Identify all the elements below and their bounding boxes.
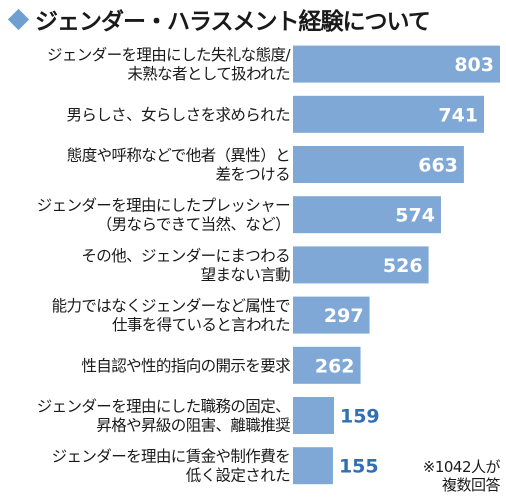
bar-7: [293, 346, 361, 384]
bar-6: [293, 296, 370, 334]
category-label-3-line-2: 差をつける: [215, 166, 290, 184]
category-label-4-line-2: （男ならできて当然、など）: [97, 216, 290, 234]
category-label-9-line-1: ジェンダーを理由に賃金や制作費を: [52, 448, 290, 466]
footnote-line-2: 複数回答: [441, 476, 501, 494]
bar-8: [293, 397, 334, 434]
bar-3: [293, 146, 464, 183]
bar-9: [293, 447, 333, 485]
category-label-6-line-1: 能力ではなくジェンダーなど属性で: [52, 297, 291, 315]
value-label-7: 262: [315, 355, 355, 377]
category-label-8-line-2: 昇格や昇級の阻害、離職推奨: [96, 417, 290, 435]
chart-title: ジェンダー・ハラスメント経験について: [4, 2, 431, 36]
footnote: ※1042人が 複数回答: [422, 458, 501, 494]
bar-5: [293, 246, 429, 284]
category-label-5-line-2: 望まない言動: [201, 266, 291, 284]
category-label-8-line-1: ジェンダーを理由にした職務の固定、: [37, 398, 290, 416]
value-label-2: 741: [438, 104, 478, 126]
category-label-3-line-1: 態度や呼称などで他者（異性）と: [67, 147, 290, 165]
value-label-5: 526: [383, 255, 423, 277]
category-label-1-line-1: ジェンダーを理由にした失礼な態度/: [47, 46, 291, 64]
value-label-3: 663: [418, 155, 458, 177]
footnote-line-1: ※1042人が: [422, 458, 501, 476]
value-label-8: 159: [340, 406, 380, 428]
category-label-1-line-2: 未熟な者として扱われた: [127, 65, 290, 83]
category-label-9-line-2: 低く設定された: [186, 467, 290, 485]
value-label-4: 574: [395, 205, 435, 227]
value-label-9: 155: [339, 456, 379, 478]
bar-4: [293, 196, 441, 234]
bar-1: [293, 45, 500, 83]
category-label-4-line-1: ジェンダーを理由にしたプレッシャー: [37, 197, 290, 215]
category-label-2-line-1: 男らしさ、女らしさを求められた: [66, 105, 290, 124]
bar-2: [293, 95, 485, 133]
value-label-6: 297: [324, 305, 364, 327]
category-label-5-line-1: その他、ジェンダーにまつわる: [81, 247, 290, 265]
category-label-7-line-1: 性自認や性的指向の開示を要求: [81, 357, 290, 375]
value-label-1: 803: [454, 54, 494, 76]
chart-title-text: ジェンダー・ハラスメント経験について: [35, 9, 431, 35]
category-label-6-line-2: 仕事を得ていると言われた: [112, 316, 290, 334]
